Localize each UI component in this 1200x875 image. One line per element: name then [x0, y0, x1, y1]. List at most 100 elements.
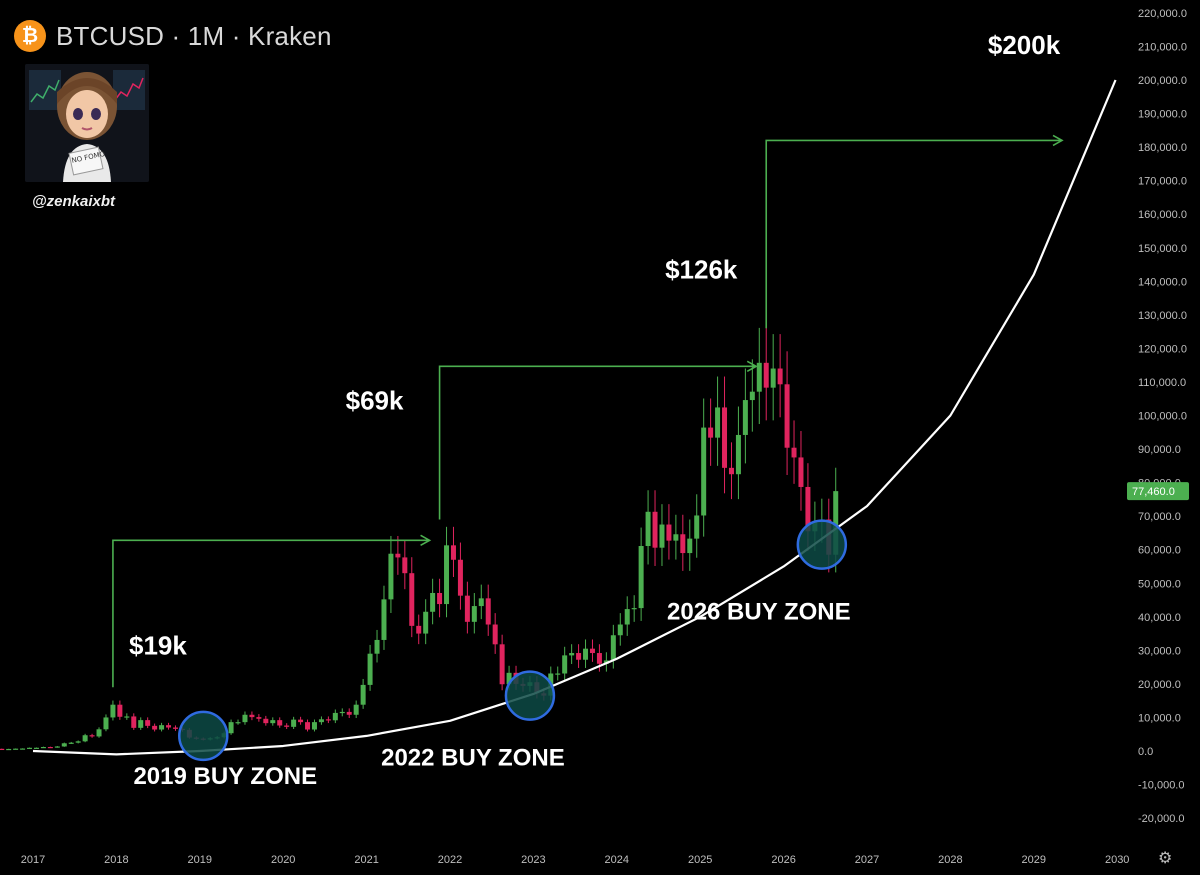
- buy-zone-label: 2019 BUY ZONE: [133, 763, 317, 790]
- candle-body: [756, 362, 762, 392]
- candle: [450, 526, 456, 577]
- candle: [0, 748, 5, 751]
- candle-body: [638, 546, 644, 609]
- candle-body: [666, 524, 672, 541]
- y-tick-label: 70,000.0: [1138, 511, 1181, 523]
- x-axis: 2017 2018 2019 2020 2021 2022 2023 2024 2025 2026…: [21, 854, 1130, 866]
- candle: [242, 711, 248, 725]
- symbol-title[interactable]: BTCUSD · 1M · Kraken: [56, 20, 332, 51]
- buy-zones-layer: [178, 519, 848, 762]
- candle-body: [228, 722, 234, 734]
- candles-layer: [0, 327, 839, 751]
- x-tick-label: 2028: [938, 854, 962, 866]
- x-tick-label: 2019: [188, 854, 212, 866]
- candle-body: [492, 624, 498, 645]
- candle-body: [82, 735, 88, 742]
- candle-body: [444, 545, 450, 605]
- candle-body: [610, 635, 616, 661]
- candle-body: [708, 427, 714, 438]
- candle: [318, 716, 324, 725]
- candle: [381, 585, 387, 650]
- candle-body: [735, 434, 741, 475]
- candle: [492, 613, 498, 654]
- candle: [61, 742, 67, 747]
- x-tick-label: 2022: [438, 854, 462, 866]
- candle-body: [784, 384, 790, 448]
- candle-body: [89, 735, 95, 737]
- bitcoin-logo-icon: ₿: [14, 20, 46, 52]
- candle: [631, 595, 637, 622]
- candle: [89, 733, 95, 738]
- candle-body: [624, 609, 630, 625]
- buy-zone-circle: [796, 519, 848, 570]
- author-avatar: NO FOMO: [25, 64, 149, 182]
- candle-body: [485, 598, 491, 625]
- candle-body: [589, 648, 595, 654]
- candle-body: [61, 743, 67, 747]
- y-tick-label: 60,000.0: [1138, 545, 1181, 557]
- y-tick-label: 140,000.0: [1138, 276, 1187, 288]
- candle: [457, 542, 463, 610]
- candle: [444, 526, 450, 618]
- peak-label: $126k: [665, 254, 738, 284]
- candle: [645, 490, 651, 565]
- candle: [742, 368, 748, 464]
- candle: [673, 514, 679, 560]
- y-tick-label: 210,000.0: [1138, 41, 1187, 53]
- candle: [360, 678, 366, 709]
- candle-body: [172, 727, 178, 729]
- candle-body: [777, 368, 783, 385]
- candle: [749, 359, 755, 432]
- candle: [40, 746, 46, 749]
- candle-body: [277, 720, 283, 726]
- candle: [409, 557, 415, 638]
- candle: [624, 596, 630, 636]
- y-tick-label: 120,000.0: [1138, 343, 1187, 355]
- candle-body: [715, 407, 721, 438]
- candle: [471, 593, 477, 634]
- candle: [499, 634, 505, 691]
- candle-body: [450, 545, 456, 560]
- candle: [346, 708, 352, 719]
- candle: [402, 539, 408, 590]
- candle: [735, 406, 741, 500]
- y-tick-label: 110,000.0: [1138, 377, 1186, 389]
- candle: [332, 709, 338, 724]
- candle-body: [659, 524, 665, 548]
- candle-body: [353, 704, 359, 715]
- candle: [103, 714, 109, 732]
- y-tick-label: 190,000.0: [1138, 109, 1187, 121]
- candle-body: [360, 684, 366, 705]
- candle: [291, 716, 297, 730]
- candle-body: [103, 717, 109, 730]
- candle-body: [33, 747, 39, 749]
- candle: [13, 748, 19, 750]
- candle: [33, 747, 39, 749]
- candle-body: [798, 457, 804, 487]
- candle-body: [374, 639, 380, 654]
- y-tick-label: 10,000.0: [1138, 712, 1181, 724]
- settings-gear-icon[interactable]: ⚙: [1158, 850, 1173, 867]
- candle: [694, 494, 700, 558]
- candle-body: [20, 748, 26, 750]
- candle: [284, 723, 290, 730]
- y-tick-label: 160,000.0: [1138, 209, 1187, 221]
- y-tick-label: 40,000.0: [1138, 612, 1181, 624]
- candle-body: [388, 553, 394, 600]
- candle-body: [131, 716, 137, 728]
- x-tick-label: 2025: [688, 854, 712, 866]
- candle-body: [138, 720, 144, 728]
- y-tick-label: 200,000.0: [1138, 75, 1187, 87]
- candle: [784, 351, 790, 476]
- candle: [172, 725, 178, 731]
- candle-body: [805, 486, 811, 532]
- avatar-illustration: NO FOMO: [25, 64, 149, 182]
- candle: [395, 535, 401, 575]
- candle-body: [110, 704, 116, 718]
- candle: [138, 717, 144, 730]
- candle-body: [152, 725, 158, 730]
- candle: [728, 442, 734, 500]
- buy-zone-label: 2026 BUY ZONE: [667, 599, 851, 626]
- candle: [166, 722, 172, 730]
- candle: [777, 334, 783, 418]
